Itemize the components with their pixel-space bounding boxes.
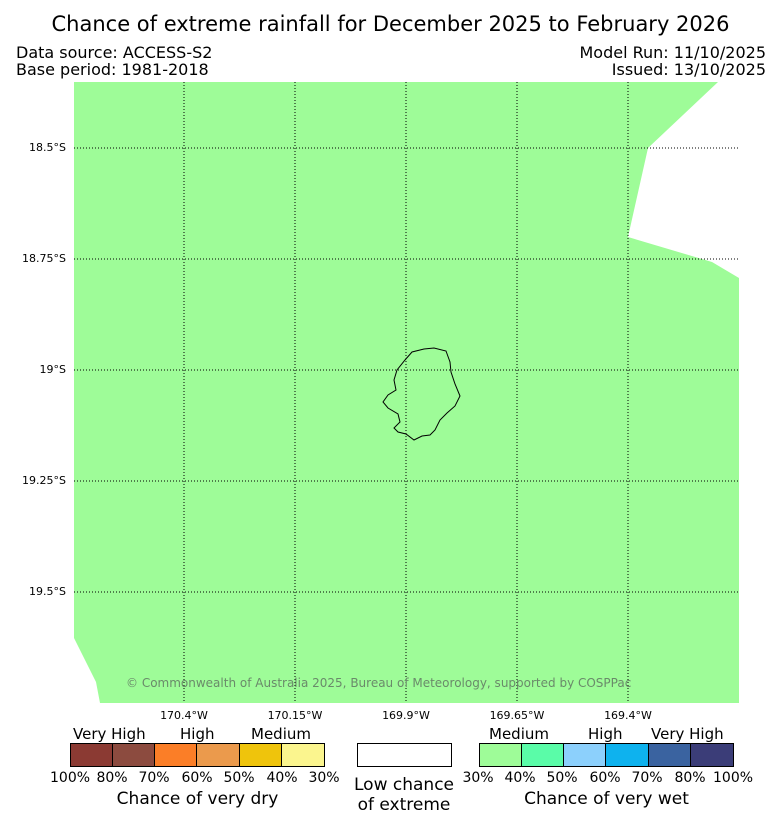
- dry-pct-60: 60%: [181, 770, 213, 786]
- wet-category-very-high: Very High: [651, 725, 724, 743]
- wet-category-medium: Medium: [489, 725, 549, 743]
- wet-pct-100: 100%: [713, 770, 754, 786]
- lat-label-19-25: 19.25°S: [22, 474, 66, 487]
- low-chance-caption-line2: of extreme: [357, 795, 451, 815]
- copyright-notice: © Commonwealth of Australia 2025, Bureau…: [126, 676, 632, 690]
- wet-swatch-70-80: [649, 744, 690, 766]
- lat-label-19-5: 19.5°S: [29, 585, 66, 598]
- issued-date-label: Issued: 13/10/2025: [611, 60, 766, 79]
- dry-category-medium: Medium: [251, 725, 311, 743]
- wet-caption: Chance of very wet: [524, 789, 689, 809]
- dry-pct-30: 30%: [308, 770, 340, 786]
- wet-pct-80: 80%: [674, 770, 706, 786]
- lat-label-18-5: 18.5°S: [29, 141, 66, 154]
- wet-pct-70: 70%: [631, 770, 663, 786]
- lat-label-18-75: 18.75°S: [22, 252, 66, 265]
- dry-swatch-80-70: [113, 744, 154, 766]
- dry-category-very-high: Very High: [73, 725, 146, 743]
- lon-label-169-9: 169.9°W: [382, 709, 430, 722]
- lon-label-170-4: 170.4°W: [160, 709, 208, 722]
- map-title: Chance of extreme rainfall for December …: [51, 12, 730, 36]
- wet-swatch-80-100: [691, 744, 733, 766]
- island-coastline: [382, 347, 461, 441]
- model-run-label: Model Run: 11/10/2025: [579, 43, 767, 62]
- dry-swatch-100-80: [71, 744, 112, 766]
- lon-label-169-4: 169.4°W: [604, 709, 652, 722]
- dry-swatch-60-50: [197, 744, 239, 766]
- lon-label-170-15: 170.15°W: [267, 709, 323, 722]
- wet-pct-30: 30%: [462, 770, 494, 786]
- lon-label-169-65: 169.65°W: [489, 709, 545, 722]
- low-chance-caption-line1: Low chance: [354, 775, 454, 795]
- wet-swatch-60-70: [606, 744, 648, 766]
- dry-swatch-70-60: [155, 744, 196, 766]
- wet-swatch-30-40: [480, 744, 521, 766]
- wet-category-high: High: [588, 725, 623, 743]
- wet-pct-40: 40%: [504, 770, 536, 786]
- wet-swatch-40-50: [522, 744, 563, 766]
- dry-swatch-40-30: [282, 744, 324, 766]
- wet-pct-60: 60%: [589, 770, 621, 786]
- data-source-label: Data source: ACCESS-S2: [16, 43, 213, 62]
- base-period-label: Base period: 1981-2018: [16, 60, 209, 79]
- lat-label-19: 19°S: [39, 363, 66, 376]
- dry-pct-100: 100%: [50, 770, 91, 786]
- dry-category-high: High: [180, 725, 215, 743]
- dry-pct-70: 70%: [138, 770, 170, 786]
- dry-colorbar: [70, 743, 325, 767]
- wet-colorbar: [479, 743, 734, 767]
- wet-swatch-50-60: [564, 744, 605, 766]
- wet-pct-50: 50%: [546, 770, 578, 786]
- dry-pct-40: 40%: [266, 770, 298, 786]
- low-chance-swatch: [357, 743, 452, 767]
- dry-pct-80: 80%: [96, 770, 128, 786]
- map-fill-region: [74, 82, 739, 703]
- dry-caption: Chance of very dry: [116, 789, 279, 809]
- dry-pct-50: 50%: [223, 770, 255, 786]
- dry-swatch-50-40: [240, 744, 281, 766]
